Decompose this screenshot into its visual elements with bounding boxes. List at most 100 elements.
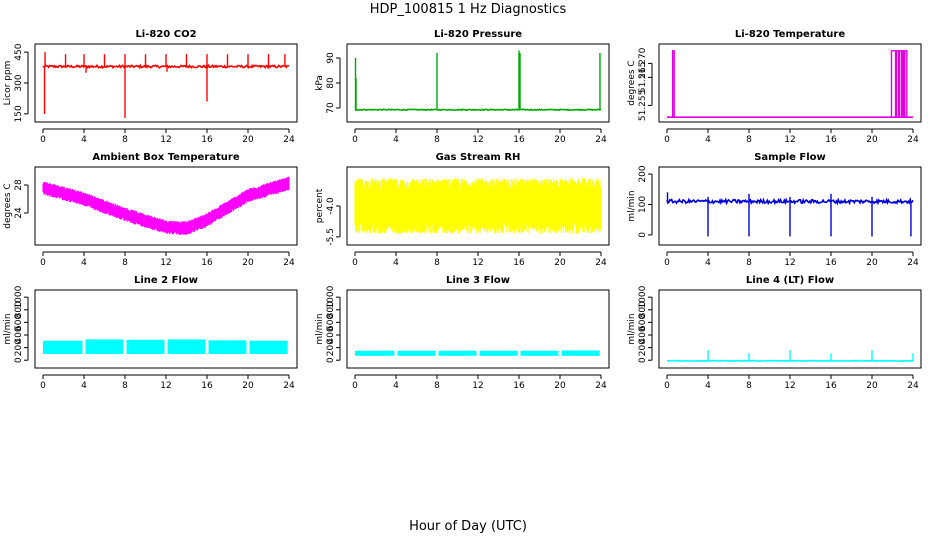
x-tick-label: 4 [81,258,87,268]
x-tick-label: 0 [40,258,46,268]
y-axis-label: percent [315,188,325,223]
y-axis-label: ml/min [3,313,13,344]
panel-title: Line 4 (LT) Flow [746,275,834,286]
y-axis-label: degrees C [627,60,637,105]
x-tick-label: 12 [784,135,795,145]
x-tick-label: 24 [907,258,919,268]
flow-block [520,350,559,356]
x-tick-label: 8 [434,258,440,268]
y-tick-label: 90 [326,52,336,64]
flow-block [167,339,206,354]
y-tick-label: 80 [326,77,336,89]
x-tick-label: 24 [283,258,295,268]
flow-block [249,340,288,354]
y-axis-label: ml/min [315,313,325,344]
x-tick-label: 20 [866,258,878,268]
x-tick-label: 12 [160,258,171,268]
flow-block [43,340,83,354]
series-0 [42,52,290,118]
y-tick-label: -5.5 [326,228,336,246]
y-tick-label: 51.265 [638,62,648,94]
x-axis: 0 4 8 12 16 20 24 [664,128,919,145]
panel-title: Li-820 Temperature [735,29,845,40]
y-tick-label: 1000 [14,285,24,308]
y-tick-label: 200 [638,165,648,182]
x-axis: 0 4 8 12 16 20 24 [664,251,919,268]
x-tick-label: 20 [554,135,566,145]
x-tick-label: 24 [595,381,607,391]
x-tick-label: 24 [283,381,295,391]
pulse-mark [904,50,908,118]
x-tick-label: 0 [664,381,670,391]
x-tick-label: 16 [201,381,213,391]
x-tick-label: 20 [242,381,254,391]
x-tick-label: 16 [513,135,525,145]
plot-frame [34,43,298,123]
plot-frame [34,166,298,246]
plot-frame [346,43,610,123]
y-tick-label: 800 [14,301,24,318]
y-tick-label: 28 [14,179,24,191]
x-tick-label: 4 [393,381,399,391]
x-tick-label: 24 [595,135,607,145]
x-tick-label: 4 [705,258,711,268]
panel-title: Line 3 Flow [446,275,510,286]
x-tick-label: 20 [242,135,254,145]
x-tick-label: 4 [81,381,87,391]
plot-frame [346,166,610,246]
x-axis: 0 4 8 12 16 20 24 [40,374,295,391]
x-axis: 0 4 8 12 16 20 24 [40,128,295,145]
x-tick-label: 16 [513,258,525,268]
series-5 [666,192,914,237]
x-tick-label: 24 [283,135,295,145]
y-tick-label: 1000 [326,285,336,308]
x-tick-label: 4 [393,258,399,268]
series-6 [43,339,288,354]
panel-title: Ambient Box Temperature [92,152,239,163]
pulse-mark [890,50,897,118]
flow-block [85,339,124,354]
y-axis-label: ml/min [627,190,637,221]
y-axis-label: ml/min [627,313,637,344]
y-tick-label: 800 [638,301,648,318]
x-tick-label: 0 [40,135,46,145]
y-tick-label: 200 [14,339,24,356]
flow-block [561,350,600,356]
panel-title: Li-820 Pressure [434,29,522,40]
y-tick-label: 24 [14,207,24,219]
x-tick-label: 0 [352,258,358,268]
x-tick-label: 12 [160,135,171,145]
y-tick-label: 200 [326,339,336,356]
x-tick-label: 16 [513,381,525,391]
y-tick-label: 600 [14,314,24,331]
y-tick-label: -4.0 [326,197,336,215]
y-tick-label: 450 [14,43,24,60]
x-tick-label: 24 [595,258,607,268]
flow-block [479,350,518,356]
series-3 [42,176,290,235]
x-axis: 0 4 8 12 16 20 24 [352,374,607,391]
flow-block [438,350,477,356]
x-axis: 0 4 8 12 16 20 24 [352,128,607,145]
x-tick-label: 8 [746,135,752,145]
panel-title: Li-820 CO2 [135,29,196,40]
x-tick-label: 0 [664,258,670,268]
x-tick-label: 20 [554,258,566,268]
plot-frame [34,289,298,369]
y-tick-label: 600 [638,314,648,331]
pulse-mark [895,50,900,118]
flow-block [355,350,395,356]
series-2 [667,50,913,118]
x-tick-label: 16 [201,135,213,145]
series-line [354,108,602,112]
series-8 [667,350,914,362]
x-tick-label: 8 [746,258,752,268]
